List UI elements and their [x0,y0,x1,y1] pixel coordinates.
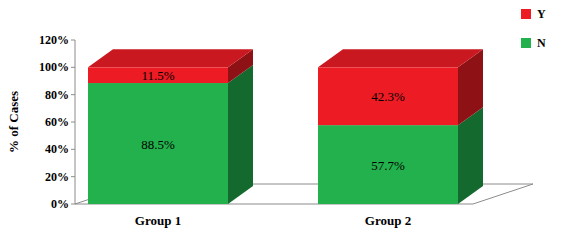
legend: YN [521,7,546,50]
y-tick [71,204,75,205]
bar-segment [88,83,228,204]
y-axis-title: % of Cases [6,91,21,153]
y-axis-line [75,40,76,204]
legend-label: Y [537,7,546,21]
bar-top [88,49,253,67]
y-tick [71,94,75,95]
data-labels: 88.5% 11.5% 57.7% 42.3% [141,68,405,172]
y-tick [71,176,75,177]
chart-svg: 0% 20% 40% 60% 80% 100% 120% % of Cases 88.5% 11.… [0,0,566,233]
legend-swatch [521,9,531,19]
y-tick-label: 100% [39,60,69,74]
y-tick [71,40,75,41]
x-tick-label: Group 1 [135,213,181,228]
x-tick-label: Group 2 [365,213,411,228]
y-tick-label: 0% [51,197,69,211]
data-label: 88.5% [141,137,175,152]
y-tick-label: 120% [39,33,69,47]
y-tick [71,149,75,150]
data-label: 11.5% [141,68,174,83]
data-label: 57.7% [371,158,405,173]
y-tick [71,67,75,68]
y-tick-label: 40% [45,142,69,156]
chart-container: 0% 20% 40% 60% 80% 100% 120% % of Cases 88.5% 11.… [0,0,566,233]
bar-top [318,49,483,67]
y-tick-label: 80% [45,88,69,102]
data-label: 42.3% [371,89,405,104]
bar-segment [318,125,458,204]
bar-segment [318,67,458,125]
legend-label: N [537,36,546,50]
y-tick-label: 20% [45,170,69,184]
bars [88,49,483,204]
y-tick-label: 60% [45,115,69,129]
legend-swatch [521,38,531,48]
bar-side [228,65,253,204]
y-tick [71,122,75,123]
bar-segment [88,67,228,83]
